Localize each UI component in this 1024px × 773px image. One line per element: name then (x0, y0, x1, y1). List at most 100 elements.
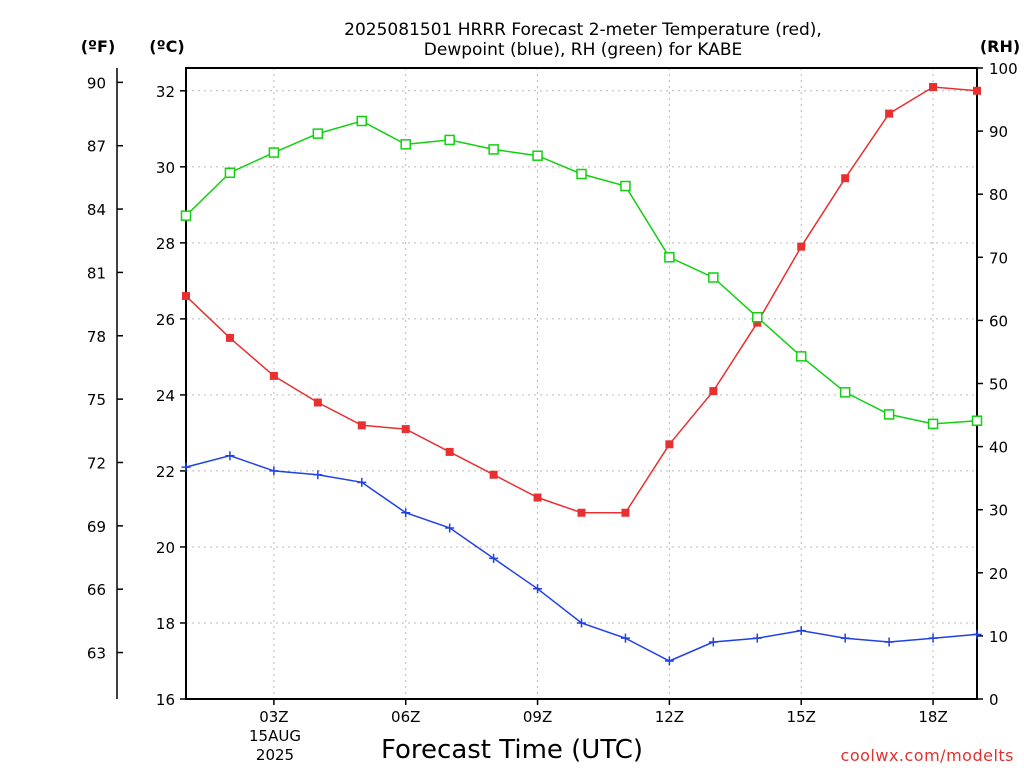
celsius-tick-label: 26 (156, 311, 175, 329)
data-series (180, 83, 983, 666)
x-tick-label: 03Z (259, 708, 288, 726)
data-point (269, 371, 278, 380)
data-point (401, 425, 410, 434)
data-point (665, 440, 674, 449)
data-point (180, 210, 192, 221)
data-point (620, 180, 631, 192)
data-point (928, 633, 938, 643)
data-point (577, 618, 586, 628)
x-tick-label: 18Z (918, 708, 947, 726)
x-tick-label: 09Z (523, 708, 552, 726)
rh-tick-label: 20 (989, 565, 1008, 583)
axes: 03Z 06Z 09Z 12Z 15Z 18Z 16 18 20 22 24 26 28 30 32 63 66… (87, 60, 1018, 726)
data-point (577, 508, 586, 517)
data-point (357, 421, 366, 430)
data-point (973, 86, 981, 95)
data-point (400, 139, 411, 150)
rh-tick-label: 100 (989, 60, 1018, 78)
data-point (971, 415, 983, 426)
fahrenheit-tick-label: 90 (87, 74, 106, 92)
rh-tick-label: 80 (989, 186, 1008, 204)
rh-tick-label: 40 (989, 439, 1008, 457)
data-point (445, 523, 455, 533)
fahrenheit-tick-label: 84 (87, 201, 106, 219)
rh-tick-label: 0 (989, 691, 999, 709)
x-date-year: 2025 (256, 746, 294, 764)
celsius-tick-label: 18 (156, 615, 175, 633)
grid-lines (186, 68, 977, 700)
rh-tick-label: 70 (989, 249, 1008, 267)
data-point (840, 633, 850, 643)
data-point (709, 387, 718, 396)
data-point (489, 470, 498, 479)
data-point (841, 174, 850, 183)
data-point (885, 109, 894, 118)
rh-tick-label: 30 (989, 502, 1008, 520)
data-point (576, 168, 587, 180)
data-point (488, 144, 499, 155)
x-date-day: 15AUG (249, 727, 301, 745)
x-date-label: 15AUG 2025 (249, 727, 301, 764)
data-point (929, 83, 938, 92)
celsius-tick-label: 32 (156, 83, 175, 101)
data-point (752, 311, 763, 323)
data-point (225, 333, 234, 342)
data-point (884, 637, 894, 647)
fahrenheit-tick-label: 87 (87, 138, 106, 156)
data-point (313, 470, 323, 480)
series-1 (181, 451, 982, 666)
celsius-unit-label: (ºC) (149, 37, 184, 56)
fahrenheit-tick-label: 66 (87, 581, 106, 599)
data-point (181, 462, 191, 472)
data-point (664, 656, 674, 666)
data-point (224, 167, 236, 178)
data-point (444, 134, 455, 146)
series-0 (182, 83, 981, 517)
data-point (269, 466, 279, 476)
celsius-tick-label: 24 (156, 387, 175, 405)
data-point (621, 508, 630, 517)
data-point (312, 128, 324, 139)
series-line (185, 86, 978, 514)
fahrenheit-tick-label: 78 (87, 328, 106, 346)
data-point (796, 626, 806, 636)
data-point (797, 242, 806, 251)
fahrenheit-tick-label: 69 (87, 518, 106, 536)
data-point (533, 493, 542, 502)
data-point (664, 252, 675, 263)
fahrenheit-tick-label: 75 (87, 391, 106, 409)
x-axis-title: Forecast Time (UTC) (381, 735, 643, 765)
data-point (357, 477, 367, 487)
x-tick-label: 12Z (655, 708, 684, 726)
data-point (883, 409, 895, 420)
rh-tick-label: 50 (989, 376, 1008, 394)
fahrenheit-tick-label: 81 (87, 264, 106, 282)
x-tick-label: 15Z (787, 708, 816, 726)
data-point (533, 584, 543, 594)
data-point (225, 451, 235, 461)
data-point (445, 447, 454, 456)
credit-text: coolwx.com/modelts (841, 746, 1014, 765)
chart-title-line-1: 2025081501 HRRR Forecast 2-meter Tempera… (344, 20, 822, 40)
celsius-tick-label: 20 (156, 539, 175, 557)
data-point (753, 318, 762, 327)
chart-title: 2025081501 HRRR Forecast 2-meter Tempera… (344, 20, 822, 60)
data-point (268, 147, 280, 158)
series-2 (180, 115, 983, 430)
chart-title-line-2: Dewpoint (blue), RH (green) for KABE (424, 40, 742, 60)
celsius-tick-label: 28 (156, 235, 175, 253)
data-point (752, 633, 762, 643)
fahrenheit-tick-label: 63 (87, 645, 106, 663)
data-point (356, 115, 368, 127)
data-point (182, 292, 190, 301)
data-point (401, 508, 411, 518)
rh-unit-label: (RH) (980, 37, 1020, 56)
celsius-tick-label: 16 (156, 691, 175, 709)
rh-tick-label: 90 (989, 123, 1008, 141)
data-point (972, 629, 982, 639)
fahrenheit-unit-label: (ºF) (81, 37, 116, 56)
data-point (839, 387, 851, 398)
data-point (708, 272, 719, 283)
x-tick-label: 06Z (391, 708, 420, 726)
celsius-tick-label: 30 (156, 159, 175, 177)
